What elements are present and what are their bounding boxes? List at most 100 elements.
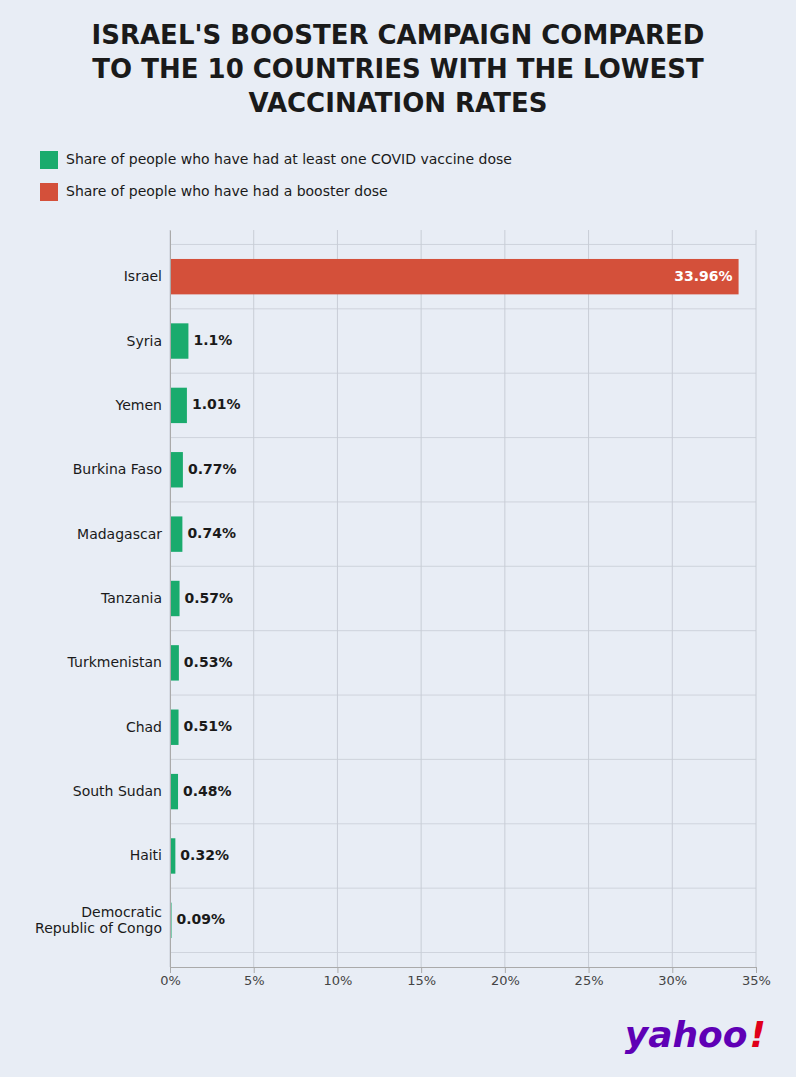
data-label: 0.32% bbox=[180, 847, 229, 863]
row-separator bbox=[170, 952, 756, 953]
bar bbox=[170, 388, 187, 423]
bar bbox=[170, 259, 739, 294]
x-tick: 35% bbox=[742, 967, 771, 988]
y-tick: Chad bbox=[126, 719, 170, 735]
row-separator bbox=[170, 244, 756, 245]
chart: ISRAEL'S BOOSTER CAMPAIGN COMPARED TO THE… bbox=[0, 0, 796, 1077]
x-tick-label: 10% bbox=[323, 973, 352, 988]
x-tick: 0% bbox=[160, 967, 181, 988]
legend: Share of people who have had at least on… bbox=[40, 151, 512, 201]
x-axis-line bbox=[171, 968, 757, 974]
data-labels: 1.1%1.01%0.77%0.74%0.57%0.53%0.51%0.48%0… bbox=[177, 268, 733, 928]
y-tick-label-line: Turkmenistan bbox=[67, 654, 162, 670]
row-separator bbox=[170, 566, 756, 567]
y-tick-label-line: Israel bbox=[124, 268, 162, 284]
background bbox=[0, 0, 796, 1077]
x-tick: 30% bbox=[658, 967, 687, 988]
x-tick-label: 5% bbox=[244, 973, 265, 988]
data-label: 0.53% bbox=[184, 654, 233, 670]
row-separator bbox=[170, 501, 756, 502]
x-tick-label: 30% bbox=[658, 973, 687, 988]
bar bbox=[170, 452, 183, 487]
y-tick-label: South Sudan bbox=[73, 783, 162, 799]
bar bbox=[170, 710, 179, 745]
title-line: VACCINATION RATES bbox=[249, 88, 548, 118]
bars bbox=[170, 259, 739, 938]
x-tick-label: 25% bbox=[575, 973, 604, 988]
x-tick-mark bbox=[421, 967, 422, 973]
y-tick: Madagascar bbox=[77, 526, 170, 542]
y-tick-label: Chad bbox=[126, 719, 162, 735]
annotation: yahoo bbox=[625, 1014, 748, 1055]
data-label: 0.48% bbox=[183, 783, 232, 799]
y-tick-label-line: Syria bbox=[127, 333, 162, 349]
y-tick-label: Burkina Faso bbox=[73, 461, 162, 477]
y-tick: Turkmenistan bbox=[67, 654, 170, 670]
data-label: 0.77% bbox=[188, 461, 237, 477]
x-tick: 25% bbox=[575, 967, 604, 988]
y-tick-label-line: Tanzania bbox=[100, 590, 162, 606]
grid-line bbox=[170, 230, 171, 967]
y-tick: Israel bbox=[124, 268, 170, 284]
grid-line bbox=[504, 230, 505, 967]
y-tick: Syria bbox=[127, 333, 170, 349]
row-separator bbox=[170, 308, 756, 309]
y-tick-label-line: Burkina Faso bbox=[73, 461, 162, 477]
y-tick: Yemen bbox=[115, 397, 170, 413]
annotations: !yahoo bbox=[625, 1014, 766, 1055]
row-separator bbox=[170, 759, 756, 760]
x-tick-mark bbox=[756, 967, 757, 973]
y-tick: DemocraticRepublic of Congo bbox=[35, 904, 170, 936]
bar bbox=[170, 645, 179, 680]
y-tick-label-line: Republic of Congo bbox=[35, 920, 162, 936]
grid-line bbox=[421, 230, 422, 967]
grid-line bbox=[253, 230, 254, 967]
row-separator bbox=[170, 823, 756, 824]
row-separator bbox=[170, 630, 756, 631]
x-tick-label: 15% bbox=[407, 973, 436, 988]
row-separators bbox=[170, 244, 756, 952]
y-tick-label: DemocraticRepublic of Congo bbox=[35, 904, 162, 936]
plot: 1.1%1.01%0.77%0.74%0.57%0.53%0.51%0.48%0… bbox=[35, 230, 771, 988]
y-tick-label: Yemen bbox=[115, 397, 162, 413]
y-tick-label: Israel bbox=[124, 268, 162, 284]
title-line: ISRAEL'S BOOSTER CAMPAIGN COMPARED bbox=[92, 20, 705, 50]
row-separator bbox=[170, 373, 756, 374]
bar bbox=[170, 581, 180, 616]
y-tick-label-line: South Sudan bbox=[73, 783, 162, 799]
data-label: 0.74% bbox=[187, 525, 236, 541]
y-tick: South Sudan bbox=[73, 783, 170, 799]
x-tick-mark bbox=[254, 967, 255, 973]
data-label: 0.57% bbox=[185, 590, 234, 606]
chart-container: ISRAEL'S BOOSTER CAMPAIGN COMPARED TO THE… bbox=[0, 0, 796, 1077]
grid-line bbox=[588, 230, 589, 967]
x-tick: 20% bbox=[491, 967, 520, 988]
grid bbox=[170, 230, 756, 967]
legend-label: Share of people who have had at least on… bbox=[66, 151, 512, 167]
x-tick-mark bbox=[337, 967, 338, 973]
data-label: 1.1% bbox=[193, 332, 232, 348]
data-label: 1.01% bbox=[192, 396, 241, 412]
x-tick-mark bbox=[589, 967, 590, 973]
y-tick-label: Turkmenistan bbox=[67, 654, 162, 670]
title: ISRAEL'S BOOSTER CAMPAIGN COMPARED TO THE… bbox=[92, 20, 705, 118]
x-tick: 10% bbox=[323, 967, 352, 988]
y-axis: Israel Syria Yemen Burkina Faso Madagascar Ta… bbox=[35, 231, 170, 968]
x-axis: 0% 5% 10% 15% 20% 25% 30% 35% bbox=[160, 967, 771, 988]
row-separator bbox=[170, 695, 756, 696]
bar bbox=[170, 516, 182, 551]
x-tick-label: 35% bbox=[742, 973, 771, 988]
title-line: TO THE 10 COUNTRIES WITH THE LOWEST bbox=[92, 54, 704, 84]
x-tick-mark bbox=[170, 967, 171, 973]
data-label: 0.09% bbox=[177, 911, 226, 927]
y-tick-label: Haiti bbox=[130, 847, 162, 863]
legend-swatch bbox=[40, 183, 58, 201]
x-tick-mark bbox=[505, 967, 506, 973]
y-tick-label: Tanzania bbox=[100, 590, 162, 606]
legend-label: Share of people who have had a booster d… bbox=[66, 183, 388, 199]
y-tick-label: Madagascar bbox=[77, 526, 162, 542]
data-label: 33.96% bbox=[674, 268, 732, 284]
annotation: ! bbox=[750, 1014, 766, 1055]
y-tick-label: Syria bbox=[127, 333, 162, 349]
x-tick: 15% bbox=[407, 967, 436, 988]
